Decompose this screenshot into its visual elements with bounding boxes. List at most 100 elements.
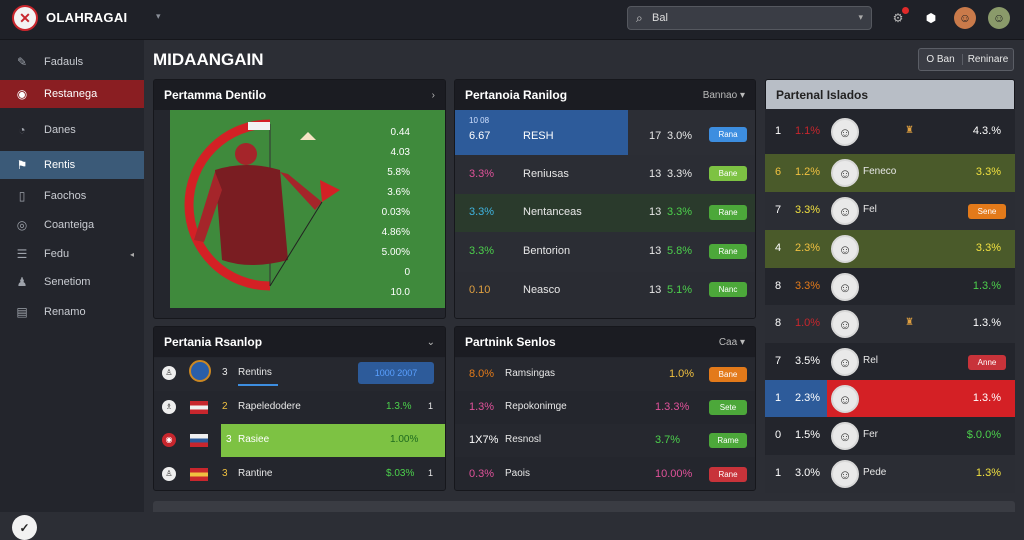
card-header: Pertamma Dentilo › — [154, 80, 445, 110]
table-row[interactable]: 0.10 Neasco 13 5.1% Nanc — [455, 272, 755, 318]
cell-value: 1.3% — [469, 401, 495, 413]
row-action-button[interactable]: Rane — [709, 244, 747, 259]
sidebar-item-6[interactable]: ☰ Fedu ◂ — [0, 240, 144, 268]
rank-number: 3 — [222, 468, 228, 479]
sidebar-item-5[interactable]: ◎ Coanteiga — [0, 211, 144, 239]
row-action-button[interactable]: Sene — [968, 204, 1006, 219]
table-row[interactable]: 8.0% Ramsingas 1.0% Bane — [455, 358, 755, 391]
team-icon: ♟ — [16, 275, 28, 289]
row-action-button[interactable]: Rane — [709, 205, 747, 220]
team-extra: 1 — [428, 468, 434, 478]
player-name: Feneco — [863, 166, 897, 177]
table-row[interactable]: ♙ 3 Rentins 1000 2007 — [154, 358, 445, 391]
row-action-button[interactable]: Rana — [709, 127, 747, 142]
cell-subvalue: 10 08 — [469, 116, 490, 125]
rank-number: 8 — [775, 280, 782, 292]
row-action-button[interactable]: Bane — [709, 367, 747, 382]
table-row[interactable]: 3.3% Nentanceas 13 3.3% Rane — [455, 194, 755, 232]
flag-icon: ⚑ — [16, 158, 28, 172]
doc-icon: ▯ — [18, 189, 26, 203]
row-action-button[interactable]: Rame — [709, 433, 747, 448]
player-percent: 3.3% — [975, 166, 1001, 178]
player-row[interactable]: 4 2.3% ☺ 3.3% — [765, 230, 1015, 268]
player-row[interactable]: 1 1.1% ☺ ♜ 4.3.% — [765, 109, 1015, 154]
team-name: Rentins — [238, 367, 272, 378]
player-stat: 2.3% — [795, 242, 821, 254]
filter-dropdown[interactable]: Bannao ▾ — [702, 89, 745, 101]
chevron-down-icon[interactable]: ▾ — [858, 12, 863, 22]
player-name: Fel — [863, 204, 877, 215]
rank-number: 6 — [775, 166, 782, 178]
table-row[interactable]: 3.3% Reniusas 13 3.3% Bane — [455, 155, 755, 194]
player-row[interactable]: 8 3.3% ☺ 1.3.% — [765, 268, 1015, 305]
player-row[interactable]: 7 3.5% ☺ Rel Anne — [765, 343, 1015, 380]
player-row[interactable]: 6 1.2% ☺ Feneco 3.3% — [765, 154, 1015, 192]
app-logo[interactable]: ✕ — [12, 5, 38, 31]
row-action-button[interactable]: Bane — [709, 166, 747, 181]
table-row[interactable]: ♙ 3 Rantine $.03% 1 — [154, 457, 445, 490]
player-row[interactable]: 0 1.5% ☺ Fer $.0.0% — [765, 417, 1015, 455]
sidebar-item-2[interactable]: ◔ Danes — [0, 116, 144, 144]
sidebar-item-label: Senetiom — [44, 276, 91, 288]
cell-value: 0.10 — [469, 284, 491, 296]
filter-label: Caa — [718, 336, 738, 348]
team-name: Rantine — [238, 468, 273, 479]
cell-percent: 3.0% — [667, 130, 693, 142]
table-row[interactable]: 3.3% Bentorion 13 5.8% Rane — [455, 232, 755, 272]
cell-value: 8.0% — [469, 368, 495, 380]
row-action-button[interactable]: Sete — [709, 400, 747, 415]
table-row[interactable]: 6.67 10 08 RESH 17 3.0% Rana — [455, 110, 755, 155]
sidebar-item-3[interactable]: ⚑ Rentis — [0, 151, 144, 179]
table-row[interactable]: ♗ 2 Rapeledodere 1.3.% 1 — [154, 391, 445, 424]
avatar: ☺ — [831, 422, 859, 450]
avatar[interactable]: ☺ — [954, 7, 976, 29]
player-stat: 3.3% — [795, 204, 821, 216]
collapse-sidebar-button[interactable]: ✓ — [12, 515, 37, 540]
team-value-badge[interactable]: 1000 2007 — [358, 362, 434, 384]
rank-number: 4 — [775, 242, 782, 254]
sidebar-item-label: Restanega — [44, 88, 98, 100]
cell-number: 13 — [649, 206, 662, 218]
sidebar-item-label: Renamo — [44, 306, 86, 318]
player-stat: 1.1% — [795, 125, 821, 137]
player-row[interactable]: 8 1.0% ☺ ♜ 1.3.% — [765, 305, 1015, 343]
chevron-right-icon[interactable]: › — [431, 89, 435, 101]
player-row[interactable]: 1 3.0% ☺ Pede 1.3% — [765, 455, 1015, 493]
table-row[interactable]: 0.3% Paois 10.00% Rane — [455, 457, 755, 490]
table-row[interactable]: ◉ 3 Rasiee 1.00% — [154, 424, 445, 457]
cell-percent: 3.7% — [655, 434, 681, 446]
table-row[interactable]: 1X7% Resnosl 3.7% Rame — [455, 424, 755, 457]
ball-icon[interactable]: ⬢ — [925, 11, 937, 25]
header-button-secondary[interactable]: Reninare — [967, 54, 1009, 65]
player-row[interactable]: 1 2.3% ☺ 1.3.% — [765, 380, 1015, 417]
filter-label: Bannao — [702, 89, 738, 101]
sidebar: ✎ Fadauls ◉ Restanega ◔ Danes ⚑ Rentis ▯ Faoc… — [0, 40, 144, 540]
sidebar-item-4[interactable]: ▯ Faochos — [0, 182, 144, 210]
club-badge-icon — [189, 360, 211, 382]
player-stat: 1.2% — [795, 166, 821, 178]
row-action-button[interactable]: Nanc — [709, 282, 747, 297]
avatar[interactable]: ☺ — [988, 7, 1010, 29]
chevron-down-icon[interactable]: ⌄ — [426, 336, 435, 348]
cell-name: Repokonimge — [505, 401, 567, 412]
search-input[interactable]: Bal — [652, 12, 668, 24]
sidebar-item-8[interactable]: ▤ Renamo — [0, 298, 144, 326]
row-action-button[interactable]: Anne — [968, 355, 1006, 370]
chevron-down-icon[interactable]: ▾ — [156, 11, 161, 21]
filter-dropdown[interactable]: Caa ▾ — [718, 336, 745, 348]
player-name: Pede — [863, 467, 887, 478]
search-bar[interactable]: ⌕ Bal ▾ — [627, 6, 872, 30]
row-action-button[interactable]: Rane — [709, 467, 747, 482]
table-row[interactable]: 1.3% Repokonimge 1.3.3% Sete — [455, 391, 755, 424]
avatar: ☺ — [831, 385, 859, 413]
team-underline — [238, 384, 278, 386]
player-row[interactable]: 7 3.3% ☺ Fel Sene — [765, 192, 1015, 230]
sidebar-item-7[interactable]: ♟ Senetiom — [0, 268, 144, 296]
stat-value: 10.0 — [390, 287, 410, 298]
top-bar: ✕ OLAHRAGAI ▾ ⌕ Bal ▾ ⚙ ⬢ ☺ ☺ — [0, 0, 1024, 40]
header-button-primary[interactable]: O Ban — [919, 54, 963, 65]
notification-icon[interactable]: ⚙ — [887, 7, 909, 29]
sidebar-item-1[interactable]: ◉ Restanega — [0, 80, 144, 108]
sidebar-item-0[interactable]: ✎ Fadauls — [0, 48, 144, 76]
notification-dot — [902, 7, 909, 14]
